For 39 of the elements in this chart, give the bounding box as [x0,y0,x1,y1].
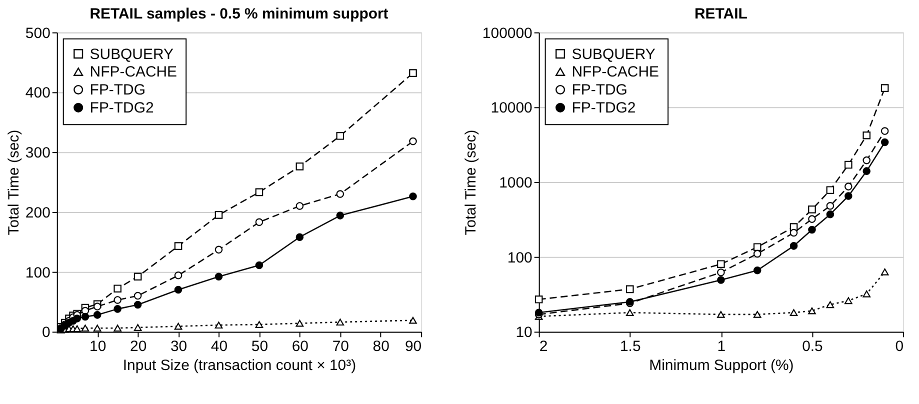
x-tick-label: 20 [130,338,147,356]
y-tick-label: 100 [25,264,50,282]
legend-label: SUBQUERY [572,46,656,63]
y-tick-label: 10000 [490,100,532,117]
y-tick-label: 400 [25,84,50,102]
x-tick-label: 60 [292,338,308,356]
legend-label: FP-TDG [90,82,146,99]
x-axis-title: Input Size (transaction count × 10³) [122,357,356,374]
x-tick-label: 1.5 [620,338,641,356]
y-axis-title: Total Time (sec) [462,130,480,236]
legend-label: NFP-CACHE [90,64,178,81]
x-tick-label: 80 [372,338,390,356]
x-tick-label: 1 [717,338,726,356]
legend-label: FP-TDG2 [572,100,636,117]
y-tick-label: 1000 [499,174,532,192]
x-tick-label: 50 [251,338,268,356]
x-tick-label: 10 [90,338,106,356]
x-axis-title: Minimum Support (%) [649,357,794,374]
y-tick-label: 100000 [482,24,532,42]
y-tick-label: 10 [516,324,532,342]
x-tick-label: 70 [332,338,349,356]
x-tick-label: 30 [170,338,188,356]
x-tick-label: 0 [895,338,904,356]
x-tick-label: 2 [539,338,548,356]
y-tick-label: 200 [25,204,50,222]
legend-label: FP-TDG [572,82,628,99]
y-tick-label: 100 [507,249,532,266]
x-tick-label: 90 [404,338,422,356]
y-axis-title: Total Time (sec) [5,130,22,236]
chart-title: RETAIL samples - 0.5 % minimum support [90,5,388,22]
y-tick-label: 0 [42,324,50,342]
x-tick-label: 0.5 [802,338,823,356]
x-tick-label: 40 [210,338,228,356]
y-tick-label: 300 [25,144,50,162]
legend-label: NFP-CACHE [572,64,660,81]
y-tick-label: 500 [25,24,50,42]
legend-label: FP-TDG2 [90,100,154,117]
chart-title: RETAIL [694,5,748,22]
legend-label: SUBQUERY [90,46,174,63]
